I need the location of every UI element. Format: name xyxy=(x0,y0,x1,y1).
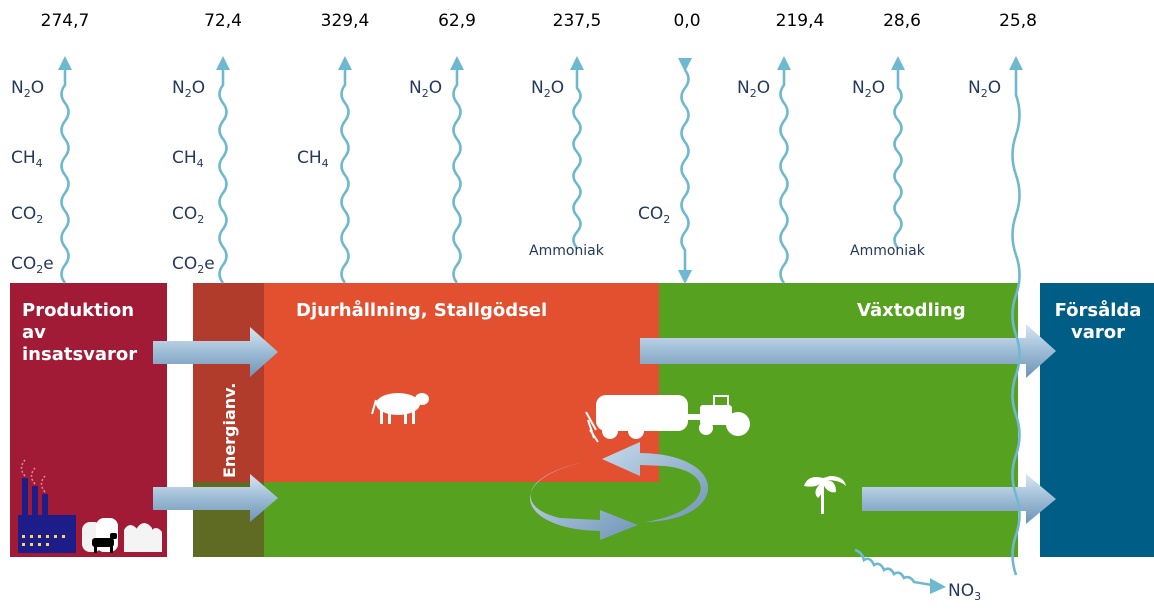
emission-arrowhead-6 xyxy=(678,58,692,72)
gas-label-co2e: CO2e xyxy=(11,254,54,276)
ammoniak-label: Ammoniak xyxy=(529,243,604,259)
flow-arrow-top-right xyxy=(640,324,1056,378)
emission-arrowhead-8 xyxy=(891,56,905,70)
sacks-icon xyxy=(124,523,162,552)
gas-label-n2o: N2O xyxy=(968,78,1002,100)
value-label: 0,0 xyxy=(673,11,701,31)
emission-arrowhead-6b xyxy=(678,270,692,284)
emission-arrowhead-4 xyxy=(450,56,464,70)
animal-title: Djurhållning, Stallgödsel xyxy=(296,300,548,321)
emission-wave-6 xyxy=(680,69,690,270)
value-label: 274,7 xyxy=(40,11,90,31)
cow-icon xyxy=(371,393,429,424)
plant-icon xyxy=(804,476,846,514)
gas-label-n2o: N2O xyxy=(737,78,771,100)
emission-arrowhead-1 xyxy=(58,56,72,70)
emission-wave-5 xyxy=(572,70,582,249)
factory-icon xyxy=(18,459,76,553)
gas-label-n2o: N2O xyxy=(172,78,206,100)
value-label: 329,4 xyxy=(320,11,370,31)
energy-label: Energianv. xyxy=(220,382,239,478)
emission-wave-8 xyxy=(893,70,903,249)
emission-arrowhead-3 xyxy=(338,56,352,70)
crop-title: Växtodling xyxy=(857,300,966,321)
nitrate-wave xyxy=(854,548,933,587)
crop-box-bottom xyxy=(264,482,659,557)
emission-wave-4 xyxy=(452,70,462,284)
emission-wave-9 xyxy=(1011,70,1021,576)
tractor-icon xyxy=(585,395,750,443)
flow-arrow-bottom-right xyxy=(862,474,1056,524)
gas-label-no3: NO3 xyxy=(948,581,982,603)
value-label: 219,4 xyxy=(775,11,825,31)
emission-arrowhead-2 xyxy=(216,56,230,70)
sold-title: Försålda varor xyxy=(1054,300,1142,343)
ammoniak-label: Ammoniak xyxy=(850,243,925,259)
gas-label-ch4: CH4 xyxy=(172,148,204,170)
gas-label-co2: CO2 xyxy=(11,204,44,226)
value-label: 62,9 xyxy=(438,11,476,31)
cow-icon xyxy=(92,533,117,553)
emission-wave-2 xyxy=(218,70,228,284)
value-label: 25,8 xyxy=(999,11,1037,31)
production-title: Produktion av insatsvaror xyxy=(22,300,138,365)
animal-box xyxy=(264,283,659,482)
emission-arrowhead-9 xyxy=(1009,56,1023,70)
emission-wave-1 xyxy=(60,70,70,284)
gas-label-n2o: N2O xyxy=(11,78,45,100)
value-label: 28,6 xyxy=(883,11,921,31)
gas-label-ch4: CH4 xyxy=(11,148,43,170)
emission-arrowhead-7 xyxy=(777,56,791,70)
emission-wave-7 xyxy=(779,70,789,284)
gas-label-n2o: N2O xyxy=(852,78,886,100)
gas-label-co2: CO2 xyxy=(638,204,671,226)
gas-label-co2: CO2 xyxy=(172,204,205,226)
nitrate-arrowhead xyxy=(930,578,946,594)
emission-wave-3 xyxy=(340,70,350,284)
gas-label-ch4: CH4 xyxy=(297,148,329,170)
energy-box-top xyxy=(193,283,264,482)
flow-arrow-top-left xyxy=(153,327,278,377)
gas-label-co2e: CO2e xyxy=(172,254,215,276)
value-label: 237,5 xyxy=(552,11,602,31)
gas-label-n2o: N2O xyxy=(409,78,443,100)
sold-box xyxy=(1040,283,1154,557)
emission-arrowhead-5 xyxy=(570,56,584,70)
nutrient-cycle-arrows xyxy=(529,442,709,540)
flow-arrow-bottom-left xyxy=(153,474,278,522)
gas-label-n2o: N2O xyxy=(531,78,565,100)
value-label: 72,4 xyxy=(204,11,242,31)
